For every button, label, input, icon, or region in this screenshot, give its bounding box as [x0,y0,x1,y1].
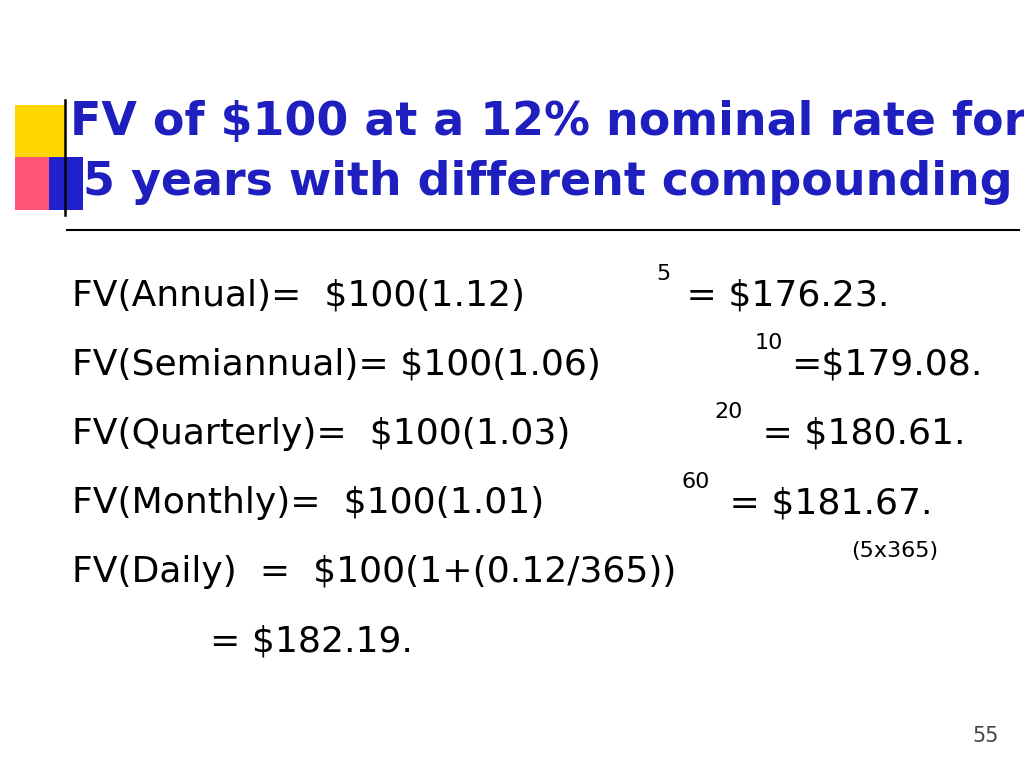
Text: =$179.08.: =$179.08. [791,348,982,382]
Text: = $180.61.: = $180.61. [752,417,966,451]
Text: 10: 10 [754,333,782,353]
Text: FV of $100 at a 12% nominal rate for: FV of $100 at a 12% nominal rate for [70,101,1024,145]
Text: FV(Monthly)=  $100(1.01): FV(Monthly)= $100(1.01) [72,486,544,520]
Text: 60: 60 [681,472,710,492]
Text: FV(Semiannual)= $100(1.06): FV(Semiannual)= $100(1.06) [72,348,600,382]
Text: 20: 20 [715,402,743,422]
Text: 5: 5 [656,264,671,284]
Bar [49,157,83,210]
Text: = $176.23.: = $176.23. [675,279,889,313]
Text: FV(Annual)=  $100(1.12): FV(Annual)= $100(1.12) [72,279,524,313]
Text: 55: 55 [972,727,998,746]
Bar [15,157,49,210]
Text: FV(Quarterly)=  $100(1.03): FV(Quarterly)= $100(1.03) [72,417,570,451]
Text: FV(Daily)  =  $100(1+(0.12/365)): FV(Daily) = $100(1+(0.12/365)) [72,555,676,589]
Text: = $181.67.: = $181.67. [718,486,932,520]
Text: (5x365): (5x365) [852,541,939,561]
Text: 5 years with different compounding: 5 years with different compounding [83,161,1013,205]
Text: = $182.19.: = $182.19. [72,624,413,658]
Bar [15,105,65,157]
